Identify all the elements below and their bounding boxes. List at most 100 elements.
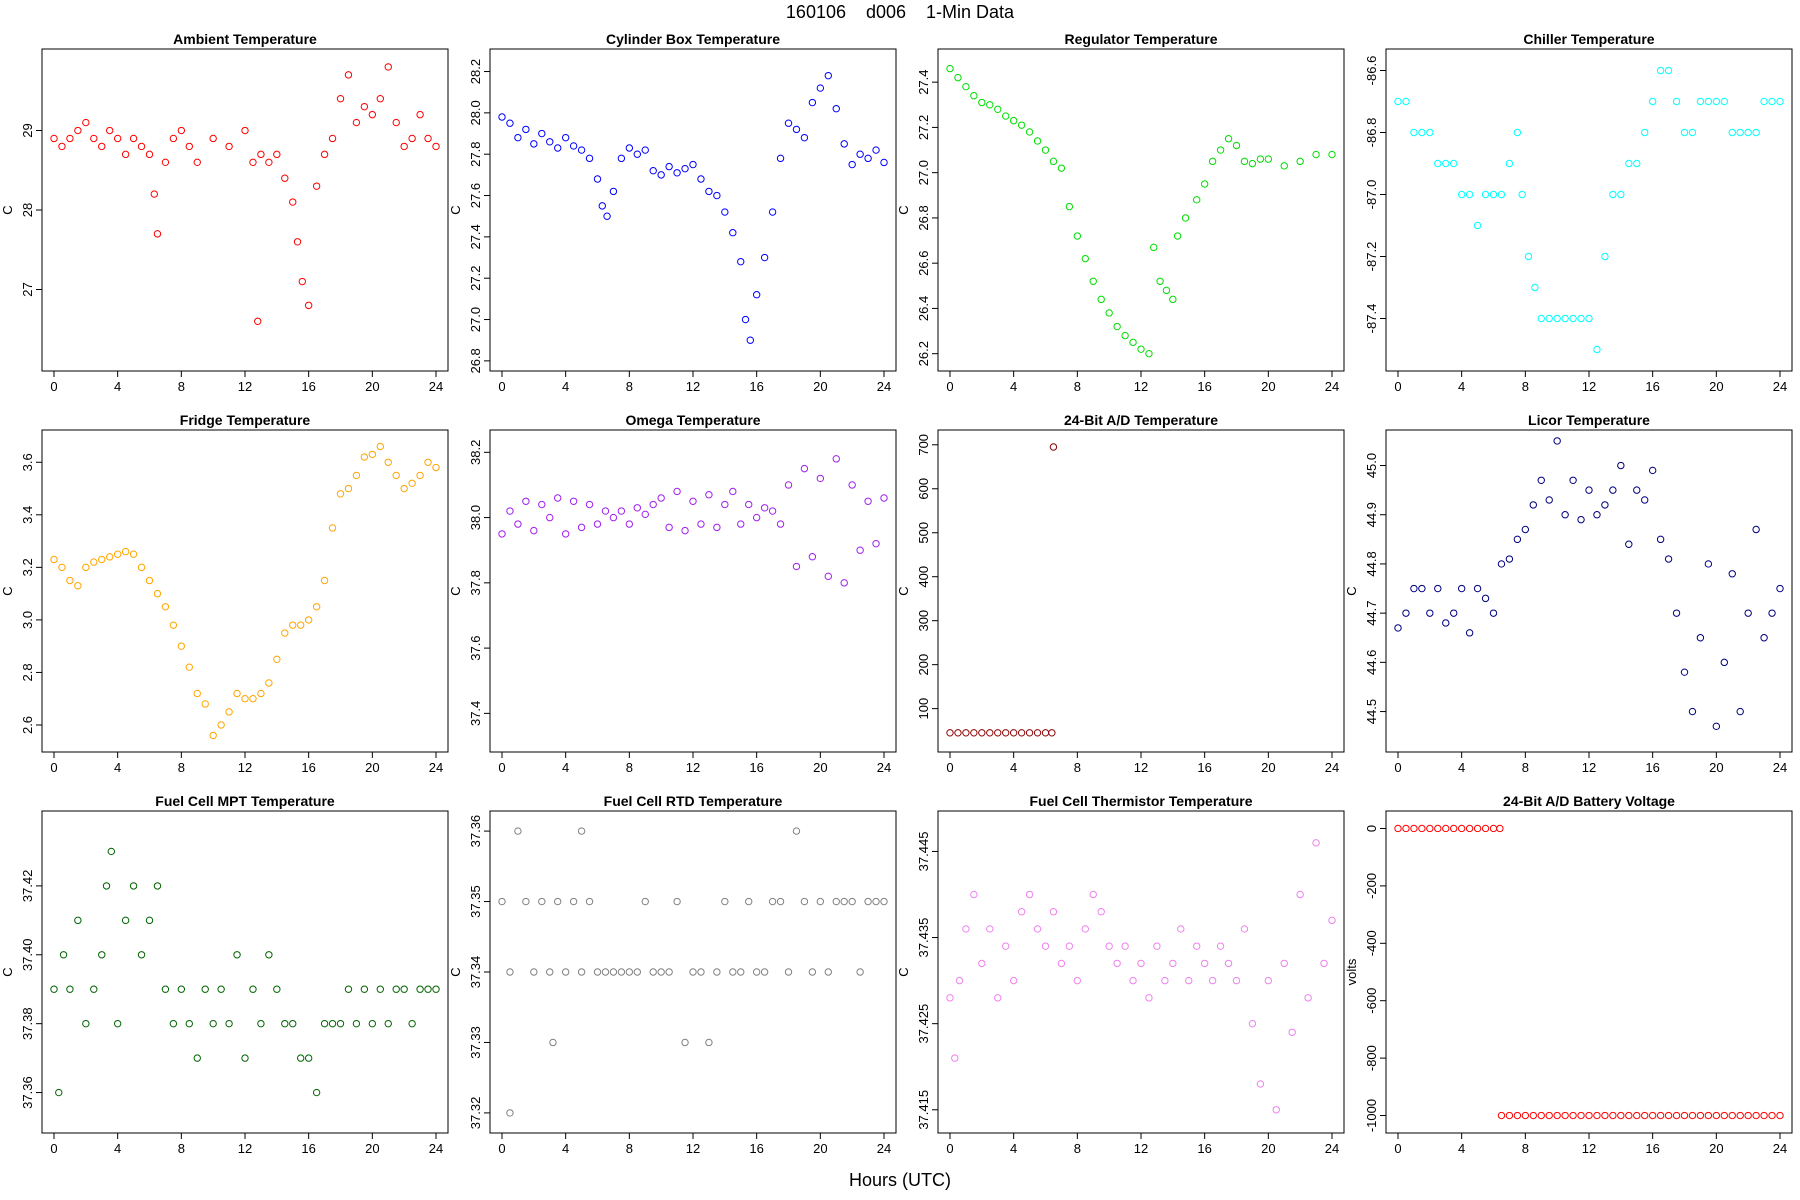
- x-tick-label: 12: [1134, 1141, 1148, 1156]
- plot-frame: [1385, 429, 1793, 753]
- x-tick-label: 4: [114, 379, 121, 394]
- plot-frame: [41, 429, 449, 753]
- y-tick-label: 27.4: [916, 69, 931, 94]
- y-tick-label: -87.4: [1364, 304, 1379, 334]
- data-point: [344, 985, 353, 993]
- data-point: [304, 616, 313, 624]
- y-axis-label: C: [896, 586, 911, 595]
- x-tick-label: 16: [749, 379, 763, 394]
- data-point: [776, 897, 785, 906]
- data-point: [384, 458, 392, 466]
- data-point: [1232, 976, 1241, 985]
- data-point: [1672, 609, 1681, 617]
- data-point: [1728, 570, 1736, 578]
- data-point: [649, 500, 657, 509]
- data-point: [185, 663, 193, 671]
- data-point: [689, 160, 697, 169]
- y-tick-label: 28: [20, 203, 35, 217]
- data-point: [856, 546, 864, 554]
- data-point: [1585, 1111, 1593, 1120]
- panel-title: Cylinder Box Temperature: [606, 31, 780, 47]
- x-tick-label: 8: [1074, 1141, 1081, 1156]
- x-tick-label: 8: [626, 1141, 633, 1156]
- data-point: [880, 897, 888, 906]
- data-point: [392, 118, 400, 127]
- data-point: [954, 73, 962, 82]
- data-point: [530, 968, 538, 976]
- data-point: [729, 487, 737, 496]
- panel-5: Fridge Temperature 0 4 8 12 16 20 24 2.6 2.8 3.0 3.…: [0, 412, 449, 775]
- x-tick-label: 16: [1197, 379, 1211, 394]
- data-point: [1465, 190, 1474, 199]
- y-tick-label: 27.4: [468, 224, 483, 249]
- data-point: [1048, 729, 1056, 737]
- x-tick-label: 12: [686, 760, 700, 775]
- data-point: [506, 1109, 514, 1117]
- data-point: [1181, 214, 1190, 222]
- y-tick-label: 2.8: [20, 663, 35, 681]
- data-point: [768, 507, 777, 515]
- data-point: [376, 985, 384, 993]
- y-tick-label: 44.8: [1364, 551, 1379, 576]
- data-point: [1041, 729, 1050, 737]
- data-point: [808, 968, 817, 976]
- x-tick-label: 0: [50, 760, 57, 775]
- data-point: [538, 500, 546, 509]
- data-point: [1057, 959, 1066, 968]
- data-point: [1193, 942, 1201, 950]
- data-point: [1577, 1111, 1585, 1120]
- data-point: [344, 484, 353, 493]
- data-point: [360, 453, 369, 461]
- data-point: [1680, 668, 1689, 676]
- data-point: [872, 897, 880, 906]
- data-point: [297, 1054, 305, 1062]
- data-point: [304, 301, 313, 310]
- data-point: [554, 144, 562, 152]
- data-point: [281, 629, 289, 637]
- data-point: [241, 1054, 249, 1062]
- x-tick-label: 4: [562, 1141, 569, 1156]
- data-point: [169, 134, 178, 143]
- data-point: [792, 827, 801, 835]
- data-point: [1150, 243, 1158, 252]
- data-point: [760, 253, 769, 262]
- data-point: [522, 497, 530, 505]
- data-point: [209, 1019, 217, 1028]
- x-tick-label: 24: [429, 1141, 443, 1156]
- data-point: [1041, 146, 1050, 154]
- panel-7: 24-Bit A/D Temperature 0 4 8 12 16 20 24 100 200 3…: [896, 412, 1345, 775]
- y-tick-label: -86.6: [1364, 56, 1379, 86]
- data-point: [50, 985, 58, 993]
- data-point: [129, 134, 138, 143]
- data-point: [633, 150, 641, 158]
- data-point: [1065, 942, 1074, 950]
- data-point: [1009, 116, 1018, 125]
- data-point: [832, 897, 840, 906]
- data-point: [400, 142, 408, 151]
- data-point: [145, 916, 154, 925]
- data-point: [864, 897, 872, 906]
- data-point: [1137, 959, 1145, 968]
- data-point: [1426, 824, 1434, 833]
- data-point: [289, 198, 297, 206]
- data-point: [177, 642, 186, 650]
- y-axis-label: C: [0, 586, 15, 595]
- data-point: [1601, 252, 1609, 261]
- data-point: [50, 134, 58, 143]
- data-point: [1049, 157, 1058, 166]
- data-point: [962, 82, 970, 91]
- data-point: [408, 479, 416, 487]
- y-tick-label: 400: [916, 566, 931, 588]
- data-point: [1256, 1080, 1265, 1088]
- data-point: [376, 95, 384, 103]
- data-point: [1641, 128, 1649, 137]
- data-point: [1585, 314, 1593, 323]
- data-point: [673, 487, 681, 496]
- data-point: [978, 959, 986, 968]
- data-point: [681, 1038, 689, 1047]
- y-tick-label: 27.0: [916, 160, 931, 185]
- plot-frame: [489, 429, 897, 753]
- data-point: [1017, 908, 1026, 916]
- data-point: [209, 134, 217, 143]
- data-point: [1410, 128, 1418, 137]
